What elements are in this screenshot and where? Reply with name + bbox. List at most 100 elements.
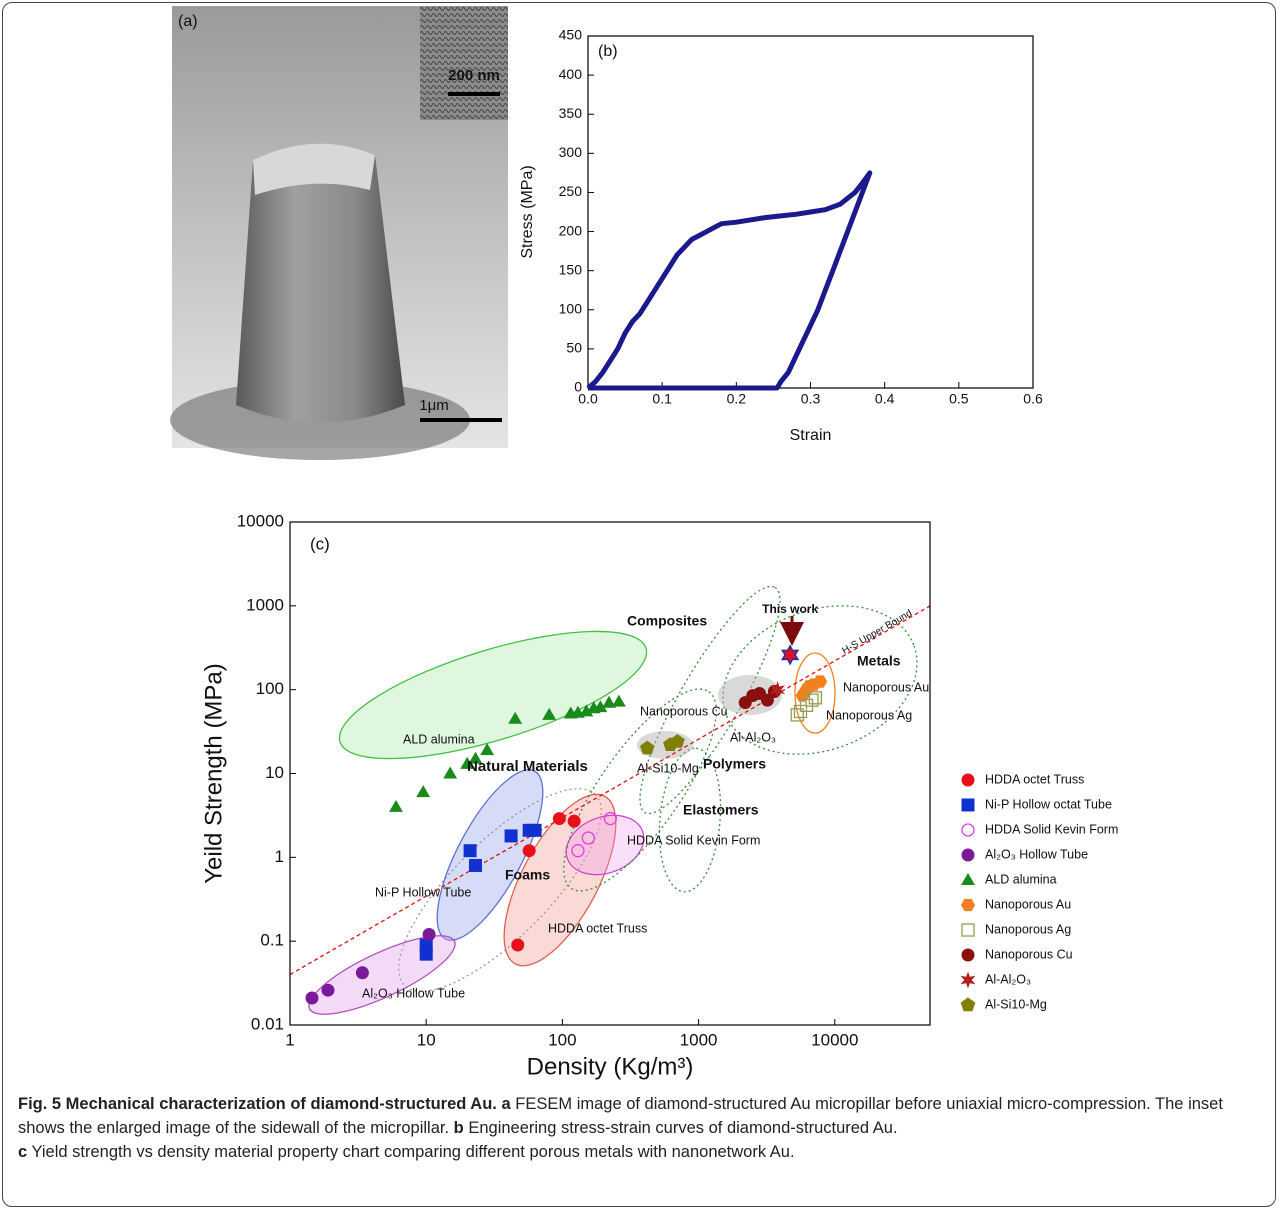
marker (814, 676, 827, 687)
annotation: Elastomers (683, 802, 759, 818)
x-axis-label: Density (Kg/m³) (527, 1053, 694, 1080)
annotation: HDDA Solid Kevin Form (627, 833, 760, 847)
legend-label: HDDA Solid Kevin Form (985, 822, 1118, 836)
y-tick-label: 250 (559, 183, 583, 199)
legend-label: ALD alumina (985, 872, 1057, 886)
y-axis-label: Stress (MPa) (519, 165, 536, 258)
y-tick-label: 350 (559, 105, 583, 121)
y-tick-label: 10000 (237, 511, 284, 530)
y-tick-label: 200 (559, 222, 583, 238)
y-tick-label: 100 (559, 300, 583, 316)
y-tick-label: 10 (265, 763, 284, 782)
panel-label: (b) (598, 43, 618, 60)
annotation: Al₂O₃ Hollow Tube (362, 986, 465, 1000)
y-tick-label: 150 (559, 261, 583, 277)
marker (469, 859, 481, 871)
scale-label: 1μm (419, 397, 448, 414)
marker (962, 899, 975, 910)
y-tick-label: 0.01 (251, 1014, 284, 1033)
annotation: This work (762, 602, 818, 616)
annotation: H-S Upper Bound (840, 608, 914, 657)
x-axis-label: Strain (790, 427, 832, 444)
marker (962, 799, 974, 811)
x-tick-label: 0.2 (727, 391, 747, 407)
panel-label: (a) (178, 13, 198, 30)
marker (481, 744, 493, 755)
caption-title: Fig. 5 Mechanical characterization of di… (18, 1095, 497, 1113)
marker (523, 845, 535, 857)
y-tick-label: 400 (559, 66, 583, 82)
marker (322, 984, 334, 996)
caption-label: a (501, 1095, 510, 1113)
annotation: Metals (857, 653, 901, 669)
stress-strain-curve (588, 173, 870, 388)
caption-text: Yield strength vs density material prope… (31, 1143, 794, 1161)
x-tick-label: 100 (548, 1030, 576, 1049)
y-tick-label: 450 (559, 27, 583, 43)
marker (962, 824, 974, 836)
marker (512, 939, 524, 951)
marker (390, 801, 402, 812)
marker (553, 813, 565, 825)
annotation: Nanoporous Ag (826, 708, 912, 722)
marker (962, 874, 974, 885)
marker (568, 815, 580, 827)
annotation: Nanoporous Au (843, 680, 929, 694)
legend-label: Al₂O₃ Hollow Tube (985, 847, 1088, 861)
x-tick-label: 0.6 (1023, 391, 1043, 407)
annotation: Ni-P Hollow Tube (375, 885, 471, 899)
annotation: ALD alumina (403, 732, 475, 746)
y-tick-label: 0.1 (260, 931, 284, 950)
x-tick-label: 0.3 (801, 391, 821, 407)
x-tick-label: 1000 (680, 1030, 718, 1049)
x-tick-label: 1 (285, 1030, 294, 1049)
page: {"figure": { "panel_a": {"panel_label": … (0, 0, 1282, 1213)
marker (962, 924, 974, 936)
marker (962, 849, 974, 861)
y-tick-label: 1000 (246, 595, 284, 614)
legend-label: Nanoporous Au (985, 897, 1071, 911)
legend-label: Nanoporous Cu (985, 947, 1073, 961)
y-tick-label: 0 (574, 379, 582, 395)
caption-text: Engineering stress-strain curves of diam… (468, 1119, 897, 1137)
x-tick-label: 0.1 (652, 391, 672, 407)
caption-label: c (18, 1143, 27, 1161)
legend-label: Al-Al₂O₃ (985, 972, 1031, 986)
material-regions (290, 572, 938, 1028)
marker (962, 774, 974, 786)
marker (356, 967, 368, 979)
y-tick-label: 50 (566, 340, 582, 356)
legend-label: Al-Si10-Mg (985, 997, 1047, 1011)
x-tick-label: 10000 (811, 1030, 858, 1049)
x-tick-label: 0.5 (949, 391, 969, 407)
annotation: Composites (627, 613, 707, 629)
caption: Fig. 5 Mechanical characterization of di… (18, 1092, 1268, 1164)
marker (962, 949, 974, 961)
annotation: HDDA octet Truss (548, 921, 647, 935)
annotation: Natural Materials (467, 758, 588, 775)
annotation: Foams (505, 867, 550, 883)
marker (613, 696, 625, 707)
panel-label: (c) (310, 534, 330, 553)
y-tick-label: 100 (256, 679, 284, 698)
annotation: Nanoporous Cu (640, 704, 728, 718)
marker (529, 824, 541, 836)
this-work-star (782, 646, 798, 664)
marker (444, 768, 456, 779)
inset-scale-label: 200 nm (448, 67, 500, 84)
y-tick-label: 300 (559, 144, 583, 160)
marker (961, 998, 974, 1011)
marker (417, 786, 429, 797)
x-tick-label: 0.4 (875, 391, 895, 407)
annotation: Al-Al₂O₃ (730, 730, 776, 744)
legend-label: HDDA octet Truss (985, 772, 1084, 786)
y-tick-label: 1 (275, 847, 284, 866)
marker (464, 845, 476, 857)
legend-label: Nanoporous Ag (985, 922, 1071, 936)
marker (306, 992, 318, 1004)
legend-label: Ni-P Hollow octat Tube (985, 797, 1112, 811)
marker (423, 929, 435, 941)
x-tick-label: 10 (417, 1030, 436, 1049)
marker (505, 830, 517, 842)
